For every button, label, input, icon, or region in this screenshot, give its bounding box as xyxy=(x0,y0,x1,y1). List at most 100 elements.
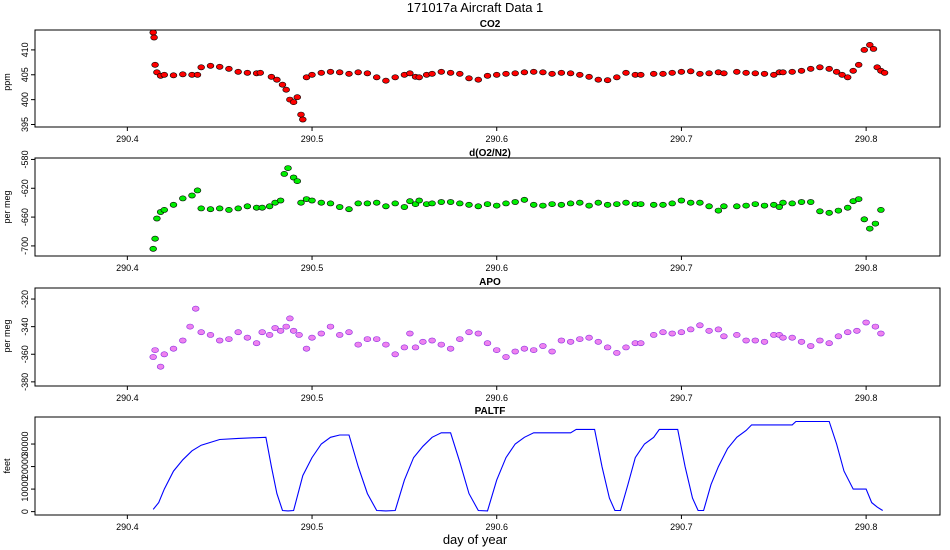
data-point-do2n2-72 xyxy=(714,207,723,214)
data-point-apo-74 xyxy=(760,338,769,345)
data-point-apo-59 xyxy=(622,344,630,351)
data-point-co2-90 xyxy=(843,74,852,81)
data-point-do2n2-74 xyxy=(733,203,741,210)
plot-frame-paltf xyxy=(34,416,941,516)
data-point-co2-93 xyxy=(860,47,868,53)
data-point-co2-17 xyxy=(256,69,264,76)
data-point-co2-60 xyxy=(585,73,593,80)
data-point-co2-73 xyxy=(705,70,713,77)
data-point-co2-86 xyxy=(816,64,824,71)
data-point-co2-9 xyxy=(193,71,202,78)
data-point-co2-95 xyxy=(869,46,878,52)
data-point-do2n2-45 xyxy=(465,201,473,208)
data-point-apo-31 xyxy=(373,336,381,342)
data-point-co2-18 xyxy=(267,73,276,80)
data-point-apo-67 xyxy=(696,322,704,329)
data-point-apo-45 xyxy=(493,347,501,353)
data-point-co2-71 xyxy=(686,68,695,75)
ytick-label-do2n2-0: -580 xyxy=(20,150,30,168)
data-point-co2-68 xyxy=(659,70,667,77)
data-point-apo-33 xyxy=(391,351,399,358)
data-point-apo-70 xyxy=(720,333,728,340)
data-point-do2n2-91 xyxy=(866,225,874,232)
data-point-do2n2-58 xyxy=(585,202,593,209)
data-point-do2n2-53 xyxy=(539,202,547,209)
data-point-do2n2-16 xyxy=(258,204,266,211)
data-point-do2n2-27 xyxy=(317,199,325,206)
data-point-co2-53 xyxy=(520,69,529,76)
data-point-apo-15 xyxy=(258,329,266,336)
marks-co2 xyxy=(149,29,889,123)
data-point-apo-56 xyxy=(594,338,602,345)
data-point-co2-49 xyxy=(483,72,492,79)
data-point-apo-41 xyxy=(456,336,464,342)
data-point-apo-64 xyxy=(668,330,676,337)
data-point-apo-58 xyxy=(613,349,621,356)
data-point-do2n2-93 xyxy=(877,206,885,213)
data-point-do2n2-50 xyxy=(511,199,519,205)
data-point-co2-59 xyxy=(576,71,584,78)
xtick-label-apo-3: 290.7 xyxy=(670,393,693,403)
data-point-co2-32 xyxy=(345,70,353,77)
data-point-co2-91 xyxy=(849,67,857,74)
data-point-apo-29 xyxy=(354,341,362,348)
xtick-label-paltf-1: 290.5 xyxy=(301,522,324,532)
data-point-do2n2-89 xyxy=(854,196,863,202)
ytick-label-apo-0: -320 xyxy=(20,290,30,308)
ytick-label-paltf-1: 10000 xyxy=(20,477,30,502)
data-point-co2-63 xyxy=(613,74,621,81)
yticks-co2: 395 400 405 410 xyxy=(20,42,35,132)
data-point-apo-6 xyxy=(186,323,194,330)
data-point-co2-37 xyxy=(391,74,399,81)
data-point-co2-31 xyxy=(336,69,344,76)
xtick-label-paltf-0: 290.4 xyxy=(116,522,139,532)
data-point-do2n2-76 xyxy=(751,201,759,207)
data-point-co2-28 xyxy=(308,71,316,78)
data-point-apo-11 xyxy=(225,336,233,342)
data-point-co2-14 xyxy=(234,68,242,75)
data-point-do2n2-70 xyxy=(696,199,704,206)
data-point-apo-68 xyxy=(705,327,713,334)
data-point-apo-12 xyxy=(234,329,242,336)
data-point-co2-76 xyxy=(733,68,741,75)
data-point-do2n2-77 xyxy=(760,202,769,209)
data-point-do2n2-75 xyxy=(742,202,750,209)
data-point-apo-28 xyxy=(345,329,353,336)
data-point-co2-15 xyxy=(243,69,252,76)
data-point-co2-67 xyxy=(649,70,658,77)
data-point-apo-84 xyxy=(843,329,852,336)
data-point-do2n2-0 xyxy=(149,245,157,252)
data-point-do2n2-54 xyxy=(548,201,556,207)
data-point-apo-80 xyxy=(806,343,815,349)
xtick-label-co2-4: 290.8 xyxy=(855,134,878,144)
data-point-co2-79 xyxy=(760,70,769,77)
marks-apo xyxy=(149,305,885,370)
data-point-apo-5 xyxy=(179,337,187,344)
data-point-apo-87 xyxy=(871,323,880,330)
ytick-label-do2n2-2: -660 xyxy=(20,208,30,226)
data-point-co2-41 xyxy=(415,74,423,81)
data-point-co2-56 xyxy=(548,70,556,77)
data-point-do2n2-62 xyxy=(622,199,630,206)
data-point-apo-9 xyxy=(206,331,215,338)
data-point-do2n2-36 xyxy=(400,204,409,210)
data-point-do2n2-66 xyxy=(659,201,667,208)
data-point-co2-6 xyxy=(169,72,178,79)
data-point-co2-69 xyxy=(668,69,676,76)
data-point-do2n2-51 xyxy=(520,196,529,203)
data-point-do2n2-68 xyxy=(677,197,686,204)
panel-title-co2: CO2 xyxy=(480,19,501,30)
data-point-co2-33 xyxy=(354,69,362,76)
yticks-do2n2: -580 -620 -660 -700 xyxy=(20,150,35,255)
data-point-apo-1 xyxy=(151,347,159,353)
data-point-do2n2-85 xyxy=(825,209,833,216)
data-point-co2-92 xyxy=(854,61,863,68)
data-point-do2n2-82 xyxy=(797,199,806,205)
data-point-co2-36 xyxy=(382,77,390,84)
data-point-do2n2-6 xyxy=(179,195,187,202)
data-point-apo-47 xyxy=(511,348,519,355)
data-point-apo-72 xyxy=(742,337,750,344)
data-point-apo-49 xyxy=(529,347,538,353)
